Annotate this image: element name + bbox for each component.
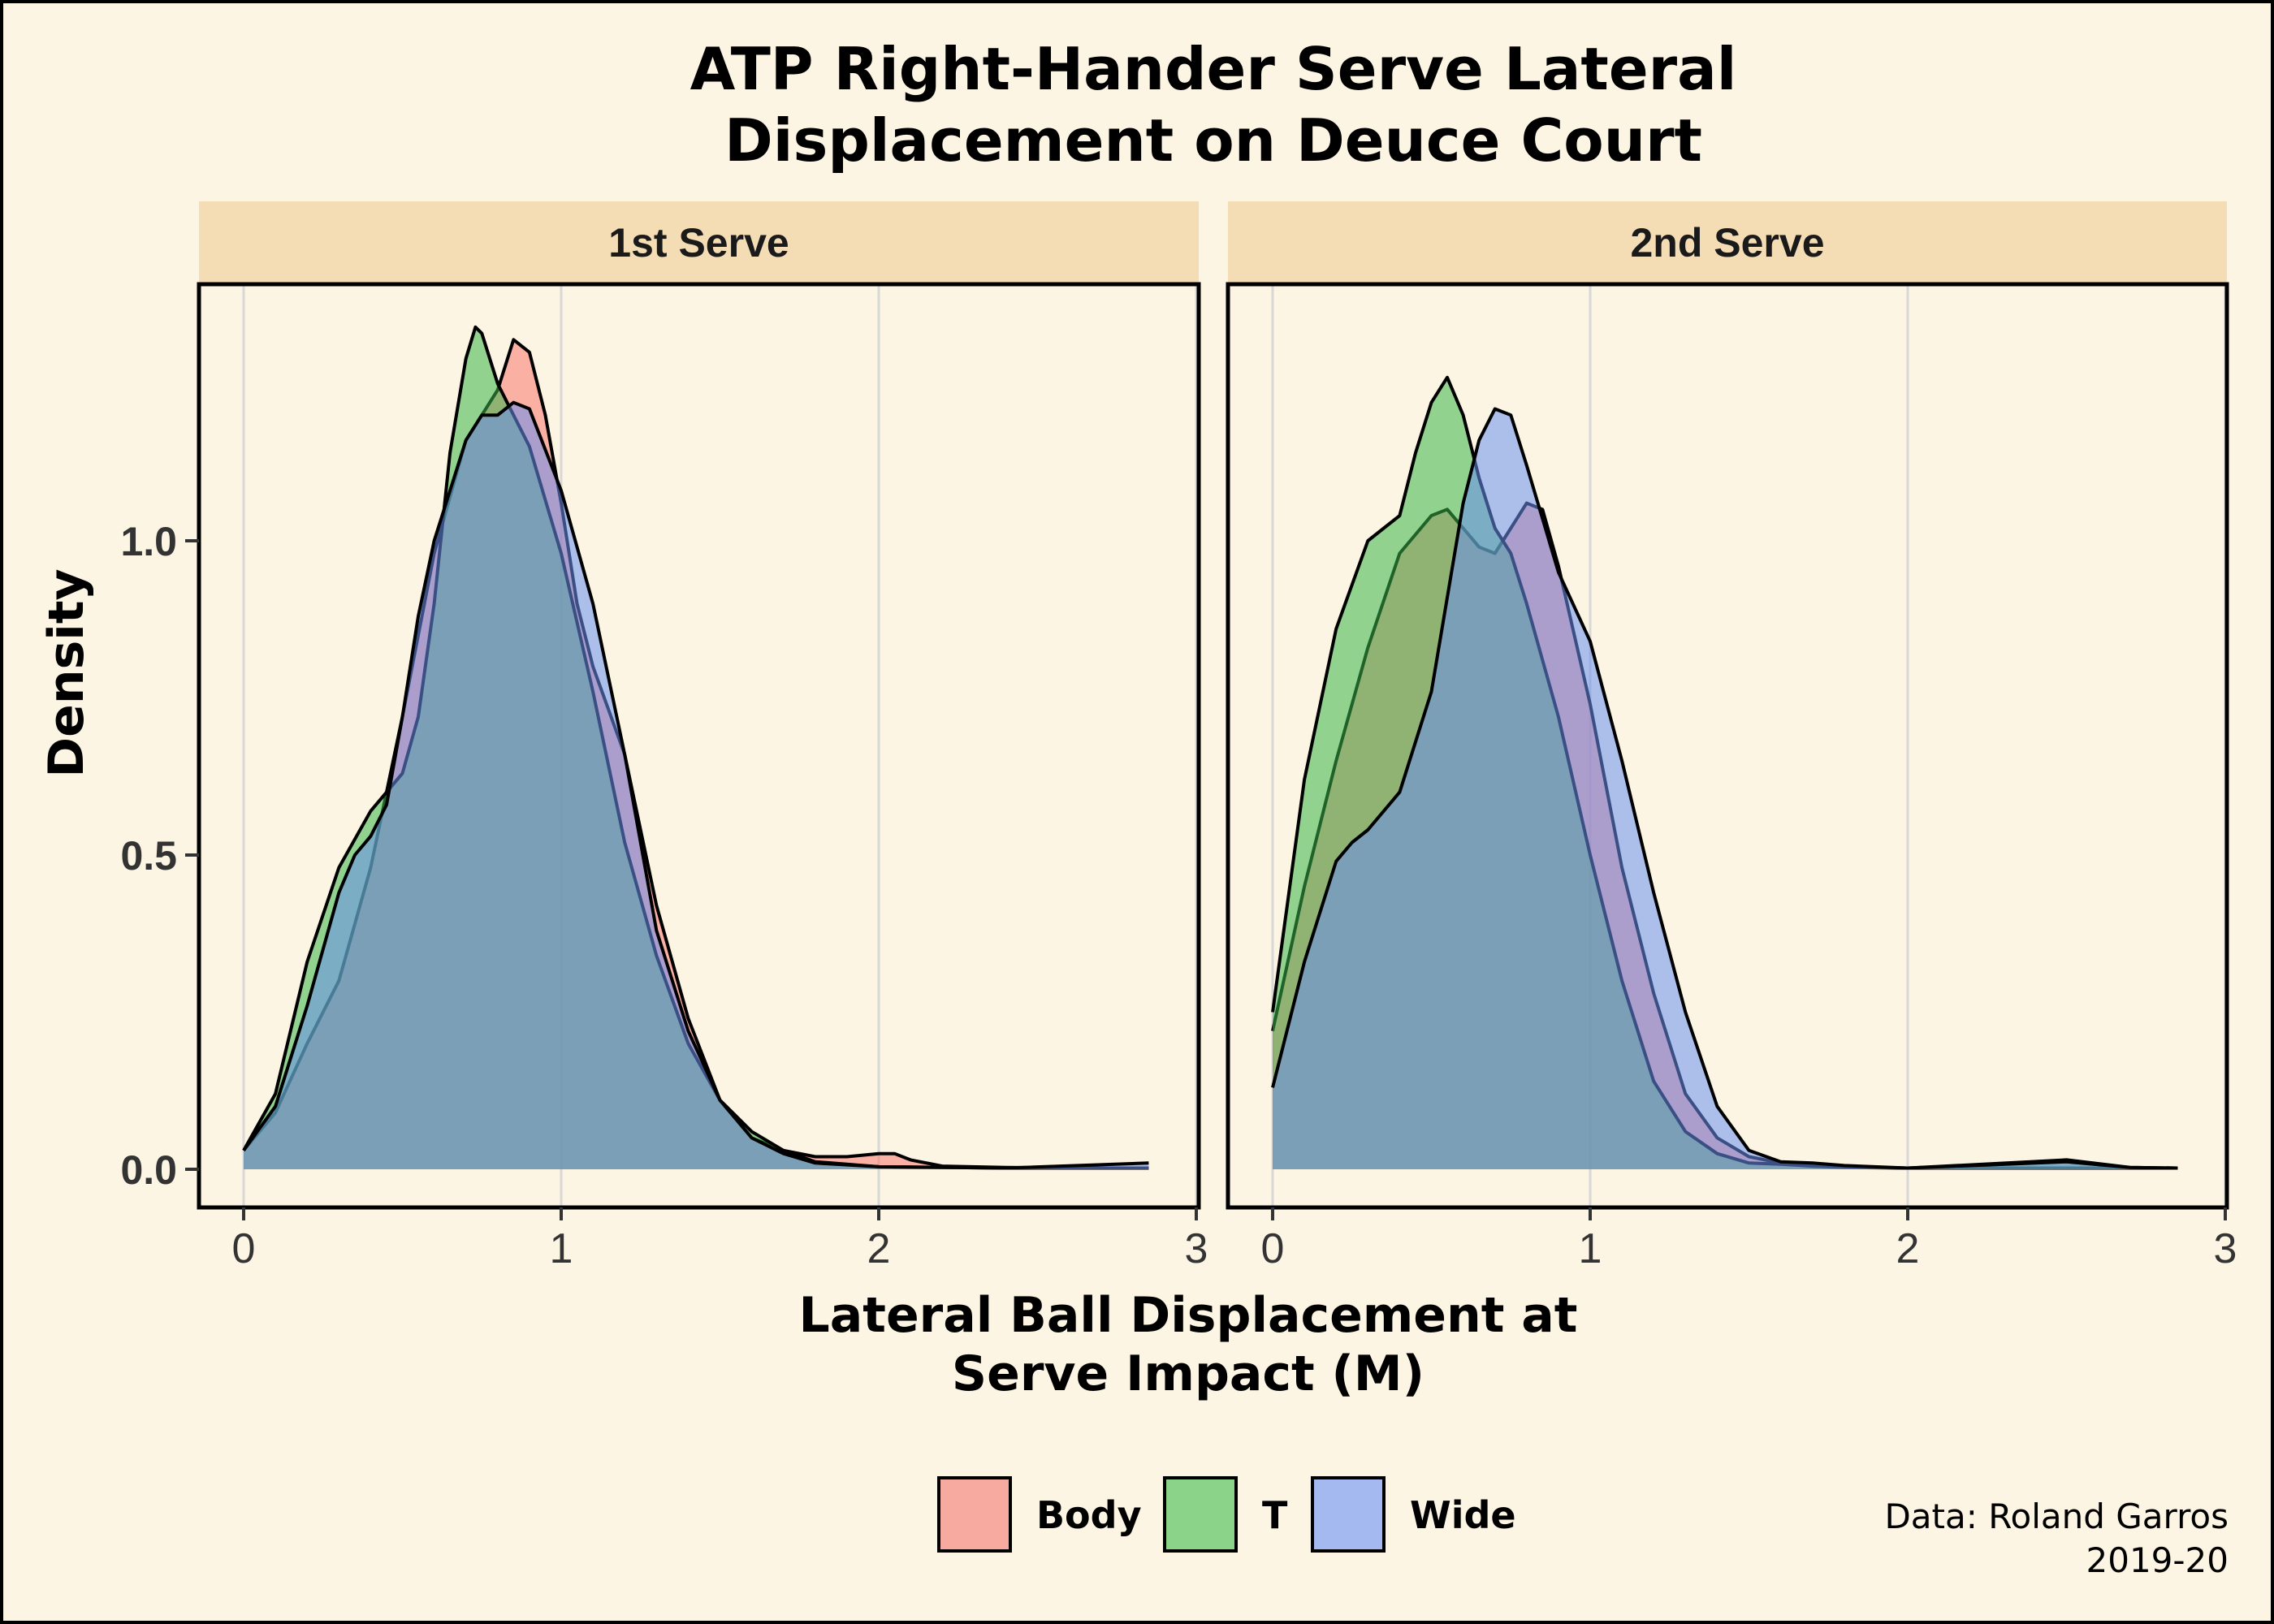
caption-line-1: Data: Roland Garros [1884,1497,2229,1536]
x-tick-label: 3 [1185,1225,1208,1272]
x-tick-label: 3 [2214,1225,2237,1272]
panel-border [1226,282,2229,1210]
panel-strip-label: 2nd Serve [1630,220,1824,266]
chart-title-line-2: Displacement on Deuce Court [724,106,1702,175]
x-tick-label: 1 [1579,1225,1602,1272]
panel-border [197,282,1201,1210]
legend-key-wide [1311,1476,1386,1553]
y-tick-label: 0.0 [120,1147,177,1193]
legend-label-body: Body [1036,1493,1142,1537]
y-tick-label: 1.0 [120,519,177,564]
y-axis-title: Density [38,568,95,777]
x-tick-label: 0 [1261,1225,1285,1272]
legend-label-wide: Wide [1410,1493,1516,1537]
chart-title-line-1: ATP Right-Hander Serve Lateral [690,35,1737,103]
legend: Body T Wide [937,1476,1516,1553]
panel-strip [1228,201,2227,283]
x-axis-title-line-2: Serve Impact (M) [952,1345,1424,1402]
density-area-wide [244,402,1149,1169]
y-axis-ticks: 0.0 0.5 1.0 [120,519,199,1193]
x-tick-label: 2 [867,1225,891,1272]
panel-strip [199,201,1199,283]
x-tick-label: 1 [550,1225,573,1272]
y-tick-label: 0.5 [120,833,177,879]
x-tick-label: 0 [232,1225,256,1272]
legend-key-t [1163,1476,1238,1553]
density-line-wide [242,400,1149,1170]
caption-line-2: 2019-20 [2086,1540,2229,1580]
panels: 1st Serve 0 1 2 3 2nd Serve 0 1 2 3 [197,201,2237,1272]
panel-2nd-serve: 2nd Serve 0 1 2 3 [1226,201,2237,1272]
density-area-wide [1273,408,2178,1169]
x-axis-title-line-1: Lateral Ball Displacement at [799,1287,1578,1344]
panel-strip-label: 1st Serve [608,220,789,266]
density-line-wide [1271,407,2178,1170]
chart-canvas: ATP Right-Hander Serve Lateral Displacem… [38,35,2237,1580]
legend-key-body [937,1476,1012,1553]
panel-1st-serve: 1st Serve 0 1 2 3 [197,201,1208,1272]
legend-label-t: T [1262,1493,1288,1537]
x-tick-label: 2 [1896,1225,1920,1272]
